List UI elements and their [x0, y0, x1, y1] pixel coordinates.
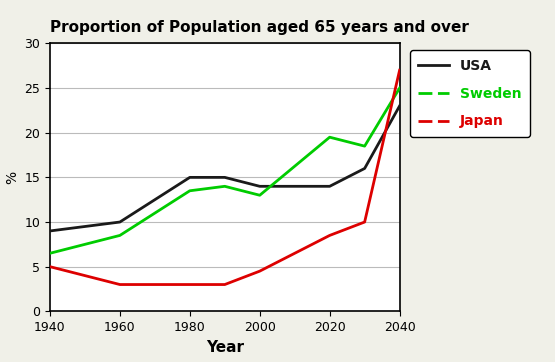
X-axis label: Year: Year: [206, 340, 244, 355]
Text: Proportion of Population aged 65 years and over: Proportion of Population aged 65 years a…: [50, 20, 469, 35]
Legend: USA, Sweden, Japan: USA, Sweden, Japan: [410, 50, 530, 137]
Y-axis label: %: %: [5, 171, 19, 184]
